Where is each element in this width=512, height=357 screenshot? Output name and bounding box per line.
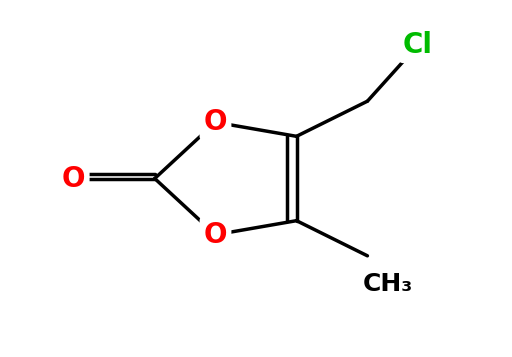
Text: O: O — [204, 108, 227, 136]
Text: O: O — [62, 165, 86, 192]
Text: O: O — [204, 221, 227, 249]
Text: CH₃: CH₃ — [362, 272, 413, 296]
Text: Cl: Cl — [403, 31, 433, 59]
